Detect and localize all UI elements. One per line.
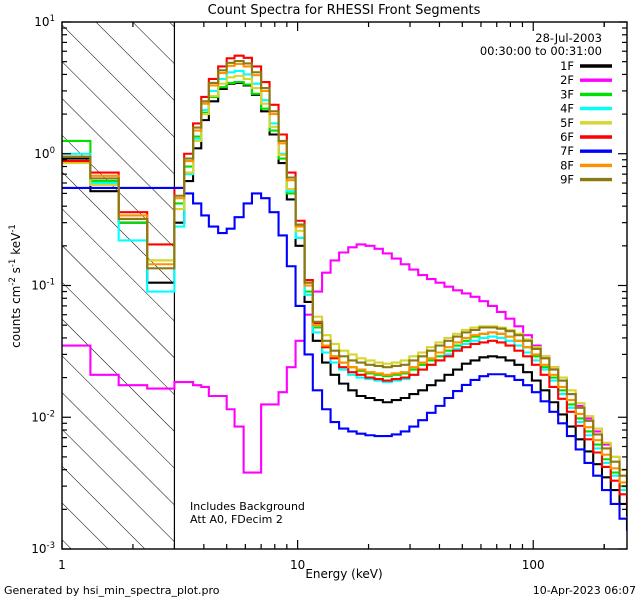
- axis-ticks: [61, 21, 627, 550]
- axis-tick-labels: 1 10 100 10-3 10-2 10-1 100 101: [31, 14, 544, 572]
- footer-generator: Generated by hsi_min_spectra_plot.pro: [4, 584, 220, 597]
- y-tick-label: 100: [34, 146, 55, 161]
- hatched-excluded-band: [62, 22, 176, 549]
- legend-label-2f: 2F: [560, 73, 574, 87]
- legend-label-9f: 9F: [560, 173, 574, 187]
- spectra-curves: [62, 54, 627, 531]
- legend-label-5f: 5F: [560, 116, 574, 130]
- observation-date: 28-Jul-2003: [535, 31, 602, 45]
- footer-timestamp: 10-Apr-2023 06:07: [533, 584, 636, 597]
- observation-time-range: 00:30:00 to 00:31:00: [480, 44, 602, 58]
- legend-label-8f: 8F: [560, 158, 574, 172]
- x-tick-label: 100: [522, 558, 545, 572]
- legend-label-3f: 3F: [560, 87, 574, 101]
- y-tick-label: 10-1: [31, 278, 55, 293]
- y-axis-label: counts cm-2 s-1 keV-1: [8, 224, 23, 348]
- svg-text:counts cm-2 s-1 keV-1: counts cm-2 s-1 keV-1: [8, 224, 23, 348]
- spectrum-line-7f: [62, 186, 627, 531]
- x-tick-label: 1: [58, 558, 66, 572]
- annotation-includes-background: Includes Background: [190, 500, 305, 513]
- legend-label-1f: 1F: [560, 59, 574, 73]
- spectrum-line-9f: [62, 60, 627, 490]
- x-axis-label: Energy (keV): [305, 567, 382, 581]
- x-tick-label: 10: [290, 558, 305, 572]
- y-tick-label: 101: [34, 14, 55, 29]
- legend-label-4f: 4F: [560, 102, 574, 116]
- legend-label-6f: 6F: [560, 130, 574, 144]
- annotation-attenuator-state: Att A0, FDecim 2: [190, 513, 283, 526]
- legend-label-7f: 7F: [560, 144, 574, 158]
- y-tick-label: 10-2: [31, 409, 55, 424]
- y-tick-label: 10-3: [31, 541, 55, 556]
- chart-title: Count Spectra for RHESSI Front Segments: [208, 3, 481, 18]
